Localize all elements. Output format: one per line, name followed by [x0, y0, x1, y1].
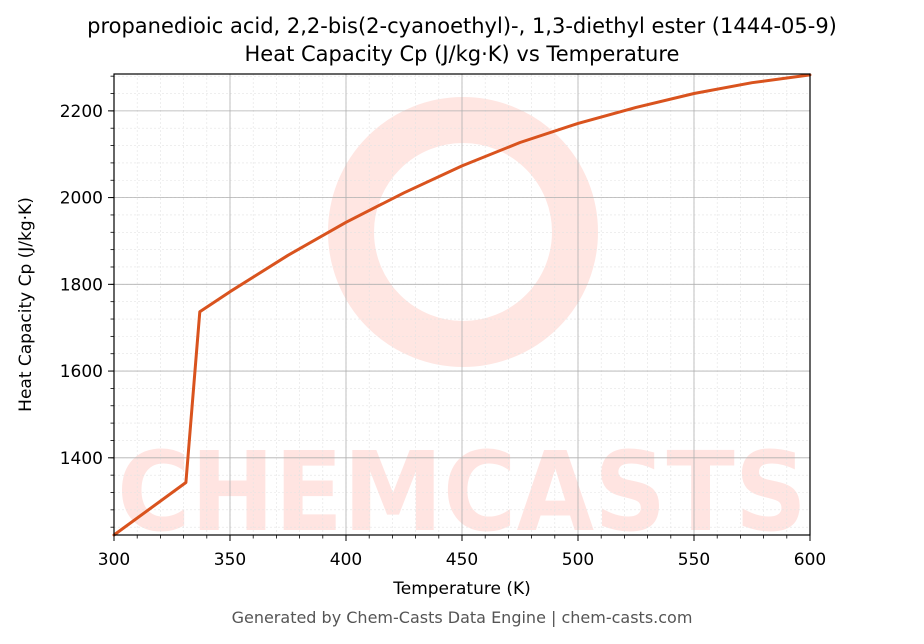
chart-title-line-1: propanedioic acid, 2,2-bis(2-cyanoethyl)…: [87, 14, 837, 38]
series-layer: [112, 73, 812, 537]
footer-credit: Generated by Chem-Casts Data Engine | ch…: [231, 608, 693, 627]
x-tick-label: 500: [562, 550, 594, 570]
x-tick-label: 550: [678, 550, 710, 570]
y-axis-label: Heat Capacity Cp (J/kg·K): [16, 197, 36, 412]
y-tick-label: 1800: [60, 275, 103, 295]
x-axis: 300 350 400 450 500 550 600: [98, 535, 826, 570]
x-tick-label: 350: [214, 550, 246, 570]
x-axis-label: Temperature (K): [392, 579, 531, 599]
y-axis: 1400 1600 1800 2000 2200: [60, 75, 114, 528]
cp-series-line: [112, 73, 812, 537]
x-tick-label: 450: [446, 550, 478, 570]
x-tick-label: 600: [794, 550, 826, 570]
chart-title-line-2: Heat Capacity Cp (J/kg·K) vs Temperature: [244, 42, 680, 66]
chart-title: propanedioic acid, 2,2-bis(2-cyanoethyl)…: [0, 12, 924, 68]
y-tick-label: 2200: [60, 102, 103, 122]
y-tick-label: 1600: [60, 362, 103, 382]
y-tick-label: 1400: [60, 449, 103, 469]
y-tick-label: 2000: [60, 189, 103, 209]
x-tick-label: 300: [98, 550, 130, 570]
x-tick-label: 400: [330, 550, 362, 570]
